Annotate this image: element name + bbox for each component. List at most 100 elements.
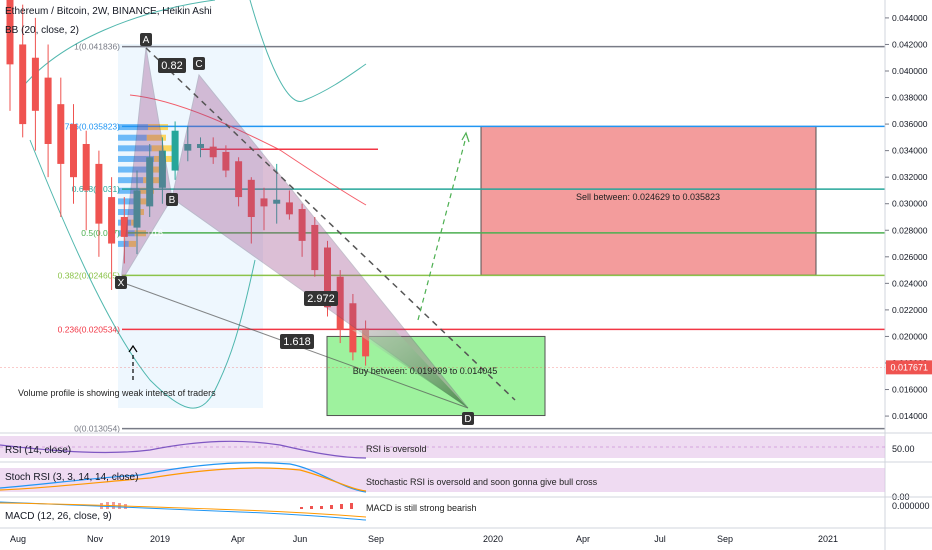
- candle-body-28[interactable]: [362, 328, 370, 357]
- y-tick-label-14: 0.016000: [892, 385, 928, 395]
- ratio-label-xad: 1.618: [280, 334, 314, 349]
- macd-note: MACD is still strong bearish: [366, 503, 477, 513]
- x-tick-label-6: 2020: [483, 534, 503, 544]
- candle-body-19[interactable]: [247, 179, 255, 217]
- harmonic-pattern[interactable]: [120, 47, 516, 409]
- x-tick-label-9: Sep: [717, 534, 733, 544]
- buy-zone-label: Buy between: 0.019999 to 0.014045: [353, 366, 498, 376]
- candle-body-26[interactable]: [336, 276, 344, 330]
- x-tick-label-2: 2019: [150, 534, 170, 544]
- candle-body-20[interactable]: [260, 198, 268, 207]
- ratio-label-bcd: 2.972: [304, 291, 338, 306]
- point-label-x: X: [115, 276, 127, 289]
- candle-body-22[interactable]: [285, 202, 293, 215]
- pattern-labels: A C B X D 0.82 2.972 1.618: [115, 33, 474, 425]
- sell-zone[interactable]: [480, 125, 817, 276]
- vp-bar-blue-4: [118, 166, 147, 173]
- rsi-pane[interactable]: RSI (14, close) RSI is oversold 50.00: [0, 432, 932, 459]
- stoch-note: Stochastic RSI is oversold and soon gonn…: [366, 477, 598, 487]
- x-tick-label-3: Apr: [231, 534, 245, 544]
- point-label-c: C: [193, 57, 205, 70]
- pattern-d-tip: [352, 330, 468, 408]
- rsi-title: RSI (14, close): [5, 445, 71, 456]
- candle-body-10[interactable]: [133, 190, 141, 228]
- svg-text:2.972: 2.972: [307, 293, 335, 305]
- candle-body-18[interactable]: [235, 161, 243, 198]
- y-tick-label-12: 0.020000: [892, 331, 928, 341]
- candle-body-2[interactable]: [31, 57, 39, 111]
- candle-body-21[interactable]: [273, 199, 281, 204]
- x-tick-label-5: Sep: [368, 534, 384, 544]
- projection-arrow: [417, 136, 467, 321]
- y-tick-label-4: 0.036000: [892, 119, 928, 129]
- fib-label-3: 0.5(0.027): [81, 228, 120, 238]
- x-tick-label-0: Aug: [10, 534, 26, 544]
- candle-body-12[interactable]: [158, 150, 166, 188]
- candle-body-9[interactable]: [120, 216, 128, 237]
- macd-signal-line: [0, 502, 367, 518]
- volume-profile-area: [118, 44, 263, 408]
- stoch-k-line: [0, 462, 367, 493]
- bb-lower: [29, 139, 256, 409]
- candles[interactable]: [6, 0, 370, 366]
- vp-bar-blue-11: [118, 240, 129, 247]
- candle-body-13[interactable]: [171, 130, 179, 171]
- candle-body-17[interactable]: [222, 151, 230, 171]
- candle-body-23[interactable]: [298, 209, 306, 241]
- candle-body-24[interactable]: [311, 224, 319, 271]
- vp-bar-yellow-3: [154, 155, 178, 162]
- candle-body-7[interactable]: [95, 163, 103, 224]
- y-tick-label-8: 0.028000: [892, 225, 928, 235]
- rsi-note: RSI is oversold: [366, 444, 427, 454]
- candle-body-27[interactable]: [349, 303, 357, 353]
- pattern-xab: [120, 47, 173, 283]
- y-tick-label-15: 0.014000: [892, 411, 928, 421]
- vp-bar-yellow-4: [146, 166, 166, 173]
- svg-text:0.82: 0.82: [161, 60, 182, 72]
- point-label-b: B: [166, 193, 178, 206]
- fib-label-5: 0.236(0.020534): [58, 324, 121, 334]
- ratio-label-xab: 0.82: [158, 58, 186, 73]
- vp-bar-blue-6: [118, 187, 140, 194]
- fib-label-overlay: 016: [148, 228, 163, 238]
- candle-body-25[interactable]: [324, 247, 331, 308]
- candle-body-3[interactable]: [44, 77, 52, 144]
- x-tick-label-8: Jul: [654, 534, 666, 544]
- candle-body-8[interactable]: [108, 197, 116, 244]
- stoch-pane[interactable]: Stoch RSI (3, 3, 14, 14, close) Stochast…: [0, 461, 932, 502]
- candle-body-1[interactable]: [19, 44, 27, 125]
- vp-bar-blue-1: [118, 134, 147, 141]
- stoch-band: [0, 468, 885, 492]
- svg-text:D: D: [464, 414, 471, 425]
- time-axis[interactable]: Aug Nov 2019 Apr Jun Sep 2020 Apr Jul Sep 2021: [10, 534, 838, 544]
- candle-body-11[interactable]: [146, 157, 154, 207]
- candle-body-16[interactable]: [209, 146, 217, 158]
- sell-zone-label: Sell between: 0.024629 to 0.035823: [576, 192, 720, 202]
- svg-text:0.017671: 0.017671: [890, 362, 928, 372]
- chart-title[interactable]: Ethereum / Bitcoin, 2W, BINANCE, Heikin …: [5, 6, 212, 17]
- svg-text:C: C: [195, 59, 202, 70]
- x-tick-label-4: Jun: [293, 534, 308, 544]
- macd-pane[interactable]: MACD (12, 26, close, 9) MACD is still st…: [0, 496, 932, 522]
- candle-body-5[interactable]: [70, 124, 77, 178]
- candle-body-15[interactable]: [197, 143, 204, 148]
- vp-bar-blue-7: [118, 198, 136, 205]
- candle-body-14[interactable]: [184, 143, 192, 151]
- svg-text:A: A: [143, 35, 150, 46]
- svg-text:X: X: [118, 278, 125, 289]
- vp-bar-blue-8: [118, 209, 134, 216]
- bb-indicator-label[interactable]: BB (20, close, 2): [5, 25, 79, 36]
- projection-arrow-head: [461, 131, 470, 143]
- volume-arrow-head: [128, 344, 138, 353]
- rsi-line: [0, 440, 367, 459]
- candle-body-0[interactable]: [6, 0, 14, 65]
- candle-body-4[interactable]: [57, 104, 65, 164]
- price-axis[interactable]: 0.044000 0.042000 0.040000 0.038000 0.036000…: [885, 13, 928, 421]
- y-tick-label-9: 0.026000: [892, 252, 928, 262]
- vp-bar-blue-2: [118, 145, 152, 152]
- stoch-title: Stoch RSI (3, 3, 14, 14, close): [5, 472, 138, 483]
- x-tick-label-7: Apr: [576, 534, 590, 544]
- fib-label-0: 1(0.041836): [74, 42, 120, 52]
- candle-body-6[interactable]: [82, 143, 90, 191]
